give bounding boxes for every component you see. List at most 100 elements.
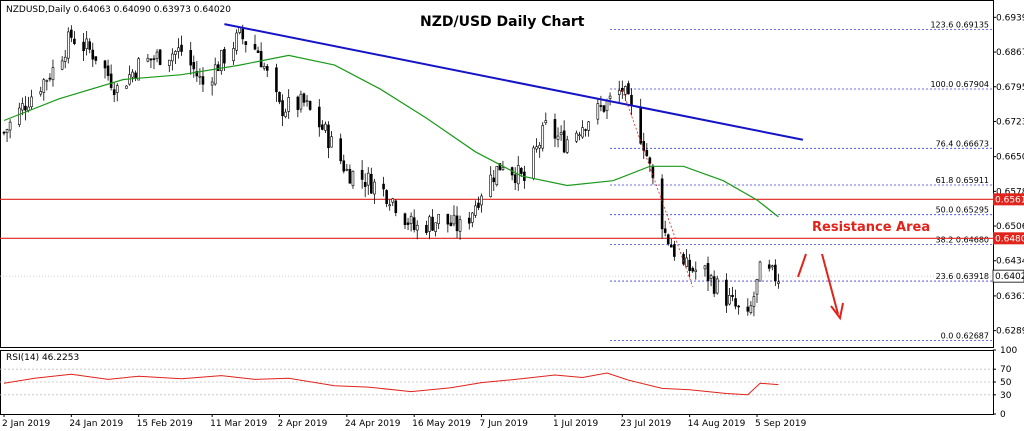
- fib-level-label-6: 23.6 0.63918: [936, 272, 989, 281]
- candle-body-148: [639, 107, 642, 144]
- resistance-price-tag-label-0: 0.65614: [995, 195, 1024, 205]
- candle-body-44: [192, 61, 196, 70]
- candle-body-22: [94, 56, 98, 61]
- candle-body-127: [544, 120, 548, 124]
- candle-body-162: [694, 269, 698, 272]
- candle-body-130: [559, 132, 563, 135]
- candle-body-67: [287, 97, 290, 112]
- candle-body-20: [88, 41, 92, 50]
- candle-body-14: [63, 56, 67, 62]
- candle-body-26: [112, 89, 116, 95]
- candle-body-142: [608, 95, 612, 99]
- candle-body-107: [458, 219, 462, 232]
- candle-body-121: [520, 167, 523, 174]
- time-tick-label-7: 7 Jun 2019: [480, 419, 529, 429]
- candle-body-69: [299, 93, 303, 110]
- candle-body-108: [467, 217, 471, 224]
- candle-body-173: [746, 306, 750, 312]
- time-tick-label-4: 2 Apr 2019: [277, 419, 327, 429]
- candle-body-100: [431, 216, 434, 231]
- candle-body-141: [605, 100, 609, 111]
- candle-body-37: [158, 49, 162, 65]
- candle-body-4: [21, 103, 24, 111]
- candle-body-151: [648, 157, 652, 164]
- candle-body-157: [673, 244, 676, 257]
- candle-body-166: [712, 276, 716, 294]
- candle-body-24: [106, 65, 110, 76]
- time-tick-label-6: 16 May 2019: [412, 419, 471, 429]
- candle-body-161: [691, 267, 695, 272]
- rsi-tick-label-3: 30: [1000, 391, 1012, 401]
- candle-body-61: [262, 66, 266, 69]
- price-tick-label-7: 0.64340: [996, 257, 1024, 267]
- down-arrow-head: [830, 302, 844, 321]
- candle-body-12: [51, 67, 55, 81]
- candle-body-5: [24, 105, 27, 111]
- candle-body-163: [703, 265, 707, 270]
- candle-body-18: [82, 41, 85, 52]
- candle-body-144: [621, 87, 624, 92]
- candle-body-0: [2, 131, 6, 134]
- candle-body-112: [480, 195, 483, 206]
- time-tick-label-5: 24 Apr 2019: [345, 419, 401, 429]
- up-arrow-stroke: [797, 253, 807, 278]
- candle-body-137: [587, 121, 590, 131]
- candle-body-125: [538, 144, 541, 149]
- resistance-area-label: Resistance Area: [812, 220, 930, 235]
- candle-body-178: [767, 264, 771, 269]
- rsi-tick-label-0: 100: [1000, 346, 1017, 356]
- candle-body-32: [137, 58, 140, 81]
- price-tick-label-2: 0.67950: [996, 83, 1024, 93]
- candle-body-56: [241, 28, 245, 40]
- candle-body-160: [688, 259, 691, 271]
- candle-body-8: [39, 91, 43, 95]
- time-tick-label-9: 23 Jul 2019: [620, 419, 671, 429]
- candle-body-155: [666, 234, 670, 245]
- candle-body-30: [131, 71, 134, 78]
- candle-body-156: [669, 244, 673, 248]
- candle-body-40: [174, 51, 177, 55]
- time-tick-label-11: 5 Sep 2019: [755, 419, 807, 429]
- fib-level-label-5: 38.2 0.64680: [936, 235, 989, 244]
- candle-body-48: [210, 81, 214, 86]
- rsi-tick-label-1: 70: [1000, 365, 1012, 375]
- candle-body-139: [599, 105, 603, 107]
- price-tick-label-4: 0.66500: [996, 153, 1024, 163]
- time-tick-label-10: 14 Aug 2019: [688, 419, 746, 429]
- candle-body-77: [330, 136, 333, 148]
- candle-body-71: [305, 100, 309, 102]
- candle-body-6: [27, 106, 30, 111]
- chart-title: NZD/USD Daily Chart: [420, 14, 585, 30]
- candle-body-123: [532, 147, 535, 179]
- candle-body-119: [513, 174, 517, 183]
- candle-body-66: [284, 111, 287, 117]
- current-price-tag-label: 0.64020: [995, 272, 1024, 282]
- candle-body-110: [474, 205, 477, 216]
- candle-body-76: [327, 124, 330, 149]
- candle-body-62: [265, 66, 269, 71]
- candle-body-88: [382, 183, 385, 190]
- candle-body-19: [85, 38, 88, 49]
- time-tick-label-2: 15 Feb 2019: [137, 419, 193, 429]
- candle-body-43: [189, 50, 193, 66]
- candle-body-97: [415, 224, 419, 231]
- candle-body-81: [348, 168, 352, 184]
- candle-body-114: [492, 177, 496, 183]
- candle-body-152: [651, 165, 655, 179]
- candle-body-63: [275, 67, 278, 93]
- candle-body-65: [281, 100, 284, 117]
- current-price-tag: [992, 269, 1024, 283]
- candle-body-75: [324, 123, 327, 131]
- candle-body-50: [216, 64, 220, 72]
- price-tick-label-6: 0.65060: [996, 222, 1024, 232]
- candle-body-7: [30, 96, 33, 108]
- candle-body-129: [556, 135, 560, 140]
- rsi-panel-frame: [0, 350, 994, 415]
- candle-body-1: [5, 129, 9, 134]
- candle-body-174: [749, 305, 753, 314]
- candle-body-64: [278, 91, 281, 103]
- price-tick-label-9: 0.62890: [996, 327, 1024, 337]
- candle-body-82: [351, 170, 355, 186]
- fib-level-label-3: 61.8 0.65911: [936, 176, 989, 185]
- candle-body-124: [535, 146, 538, 150]
